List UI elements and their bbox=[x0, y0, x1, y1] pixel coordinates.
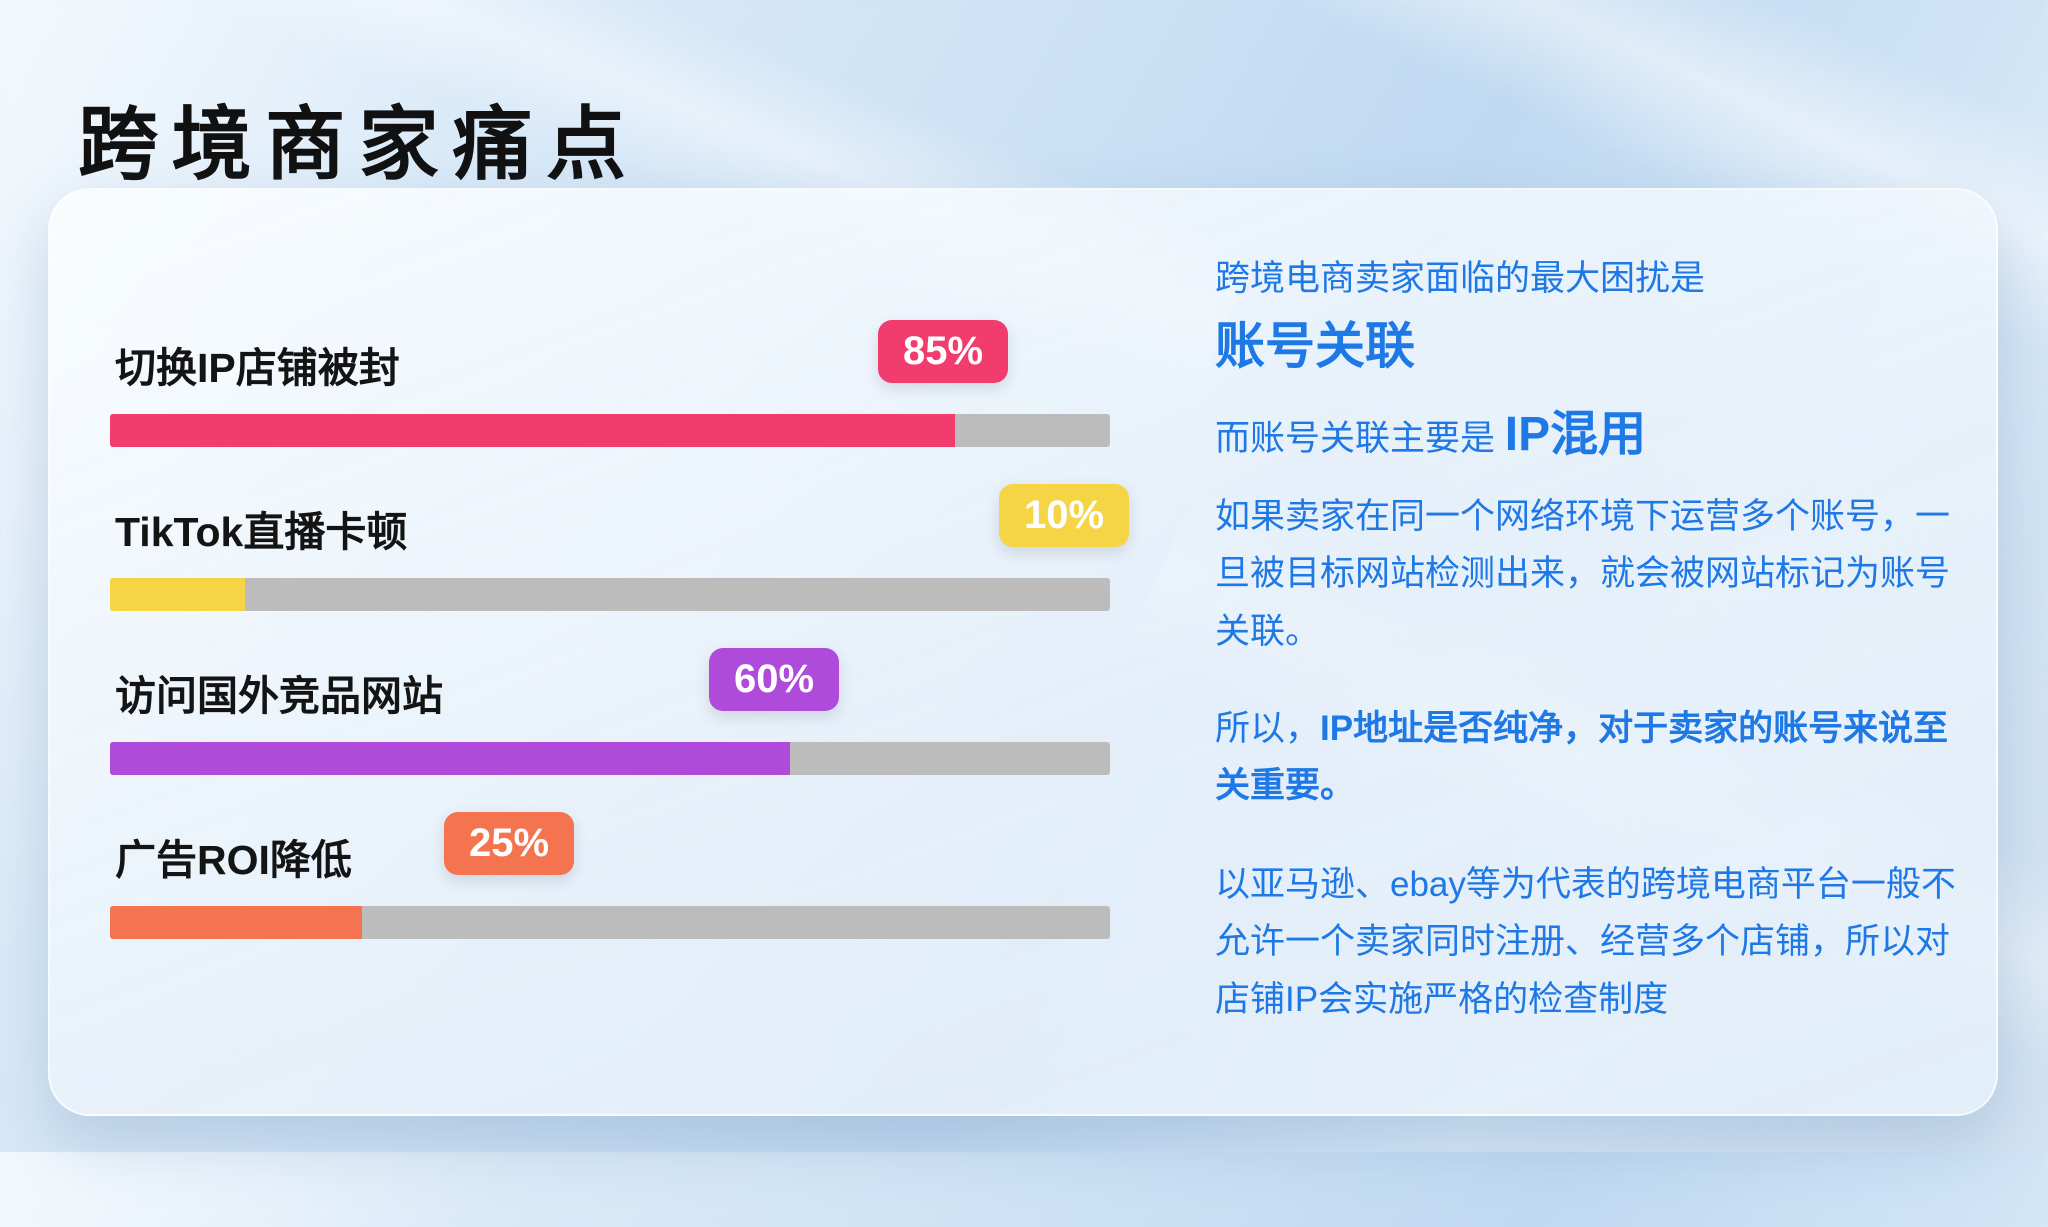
ip-mixing-highlight: IP混用 bbox=[1504, 408, 1647, 461]
ip-mixing-prefix: 而账号关联主要是 bbox=[1215, 419, 1505, 458]
bar-row: 广告ROI降低 25% bbox=[110, 812, 1110, 944]
bar-track bbox=[110, 742, 1110, 775]
bar-fill bbox=[110, 578, 245, 611]
percent-badge: 10% bbox=[999, 484, 1130, 547]
bar-fill bbox=[110, 414, 955, 447]
bar-label: 访问国外竞品网站 bbox=[115, 673, 443, 719]
bar-label: 切换IP店铺被封 bbox=[115, 345, 400, 391]
bar-track bbox=[110, 906, 1110, 939]
bar-label: TikTok直播卡顿 bbox=[115, 509, 408, 555]
bar-row: TikTok直播卡顿 10% bbox=[110, 484, 1130, 616]
pain-points-card bbox=[48, 188, 1998, 1116]
para-ip-prefix: 所以， bbox=[1215, 709, 1321, 748]
bar-track bbox=[110, 578, 1110, 611]
para-platform-rules: 以亚马逊、ebay等为代表的跨境电商平台一般不允许一个卖家同时注册、经营多个店铺… bbox=[1215, 865, 1956, 1019]
para-ip-cleanliness: 所以，IP地址是否纯净，对于卖家的账号来说至关重要。 bbox=[1215, 700, 1963, 815]
bar-row: 切换IP店铺被封 85% bbox=[110, 320, 1110, 452]
bar-label: 广告ROI降低 bbox=[115, 837, 352, 883]
bar-track bbox=[110, 414, 1110, 447]
para-ip-bold: IP地址是否纯净，对于卖家的账号来说至关重要。 bbox=[1215, 709, 1949, 806]
bar-fill bbox=[110, 742, 790, 775]
account-association-headline: 账号关联 bbox=[1215, 318, 1415, 374]
page-title: 跨境商家痛点 bbox=[78, 100, 640, 189]
info-intro-line: 跨境电商卖家面临的最大困扰是 bbox=[1215, 259, 1706, 298]
percent-badge: 85% bbox=[878, 320, 1009, 383]
percent-badge: 60% bbox=[709, 648, 840, 711]
para-network-environment: 如果卖家在同一个网络环境下运营多个账号，一旦被目标网站检测出来，就会被网站标记为… bbox=[1215, 497, 1951, 651]
bar-row: 访问国外竞品网站 60% bbox=[110, 648, 1110, 780]
bar-fill bbox=[110, 906, 362, 939]
percent-badge: 25% bbox=[444, 812, 575, 875]
ip-mixing-line: 而账号关联主要是 IP混用 bbox=[1215, 394, 1963, 464]
